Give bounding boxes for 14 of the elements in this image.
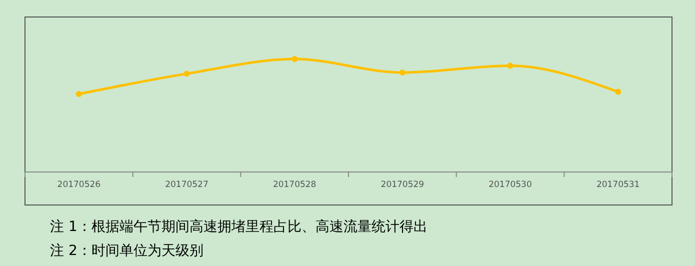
text: 注 2：时间单位为天级别	[50, 243, 204, 259]
point	[184, 70, 190, 77]
x-tick-label: 20170526	[57, 180, 101, 190]
point	[292, 56, 298, 62]
point	[507, 62, 514, 69]
text: 注 1：根据端午节期间高速拥堵里程占比、高速流量统计得出	[50, 219, 428, 235]
x-tick-label: 20170529	[380, 180, 424, 190]
point	[399, 70, 406, 76]
x-tick-label: 20170527	[165, 180, 208, 190]
point	[76, 91, 82, 98]
x-tick-label: 20170528	[272, 180, 316, 190]
x-tick-label: 20170531	[596, 180, 640, 190]
point	[615, 88, 622, 95]
x-tick-label: 20170530	[488, 180, 532, 190]
